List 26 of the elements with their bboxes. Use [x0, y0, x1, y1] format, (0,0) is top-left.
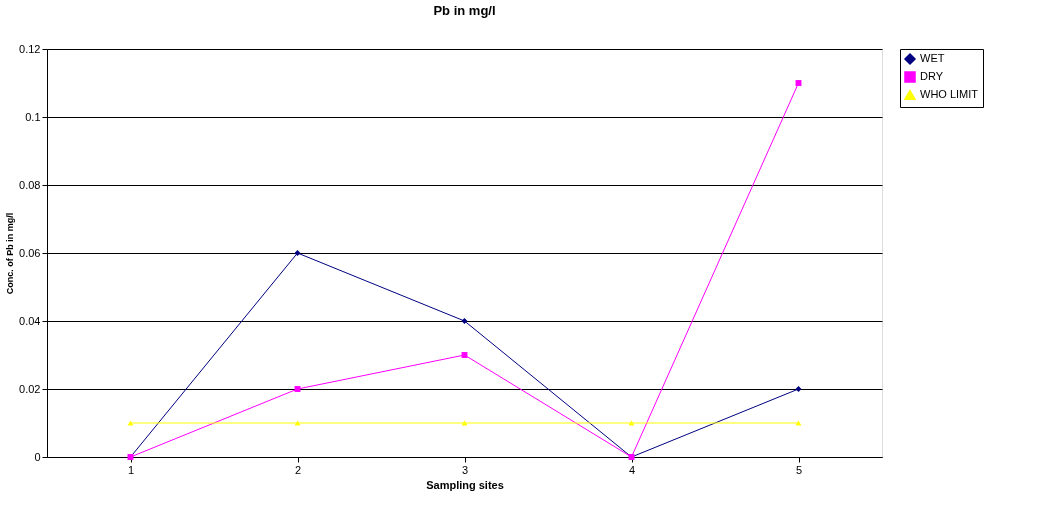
x-tick-label: 2: [294, 463, 302, 476]
y-tick-label: 0.1: [25, 110, 41, 123]
y-tick-label: 0.08: [19, 178, 41, 191]
point: [294, 250, 301, 256]
point: [628, 420, 635, 426]
point: [461, 318, 468, 324]
point: [795, 386, 802, 392]
y-tick-label: 0: [34, 450, 41, 463]
x-axis-title: Sampling sites: [426, 478, 504, 491]
legend-label: WHO LIMIT: [920, 88, 979, 100]
y-tick-label: 0.06: [19, 246, 41, 259]
legend-label: WET: [920, 52, 945, 64]
y-axis-title: Conc. of Pb in mg/l: [5, 212, 16, 295]
x-tick-label: 5: [795, 463, 803, 476]
x-tick-label: 4: [628, 463, 636, 476]
point: [795, 420, 802, 426]
y-tick-label: 0.12: [19, 42, 41, 55]
point: [127, 420, 134, 426]
y-tick-label: 0.04: [19, 314, 41, 327]
point: [294, 420, 301, 426]
chart-title: Pb in mg/l: [433, 3, 496, 18]
point: [461, 420, 468, 426]
x-tick-label: 1: [127, 463, 135, 476]
y-tick-label: 0.02: [19, 382, 41, 395]
x-tick-label: 3: [461, 463, 469, 476]
legend-label: DRY: [920, 70, 944, 82]
